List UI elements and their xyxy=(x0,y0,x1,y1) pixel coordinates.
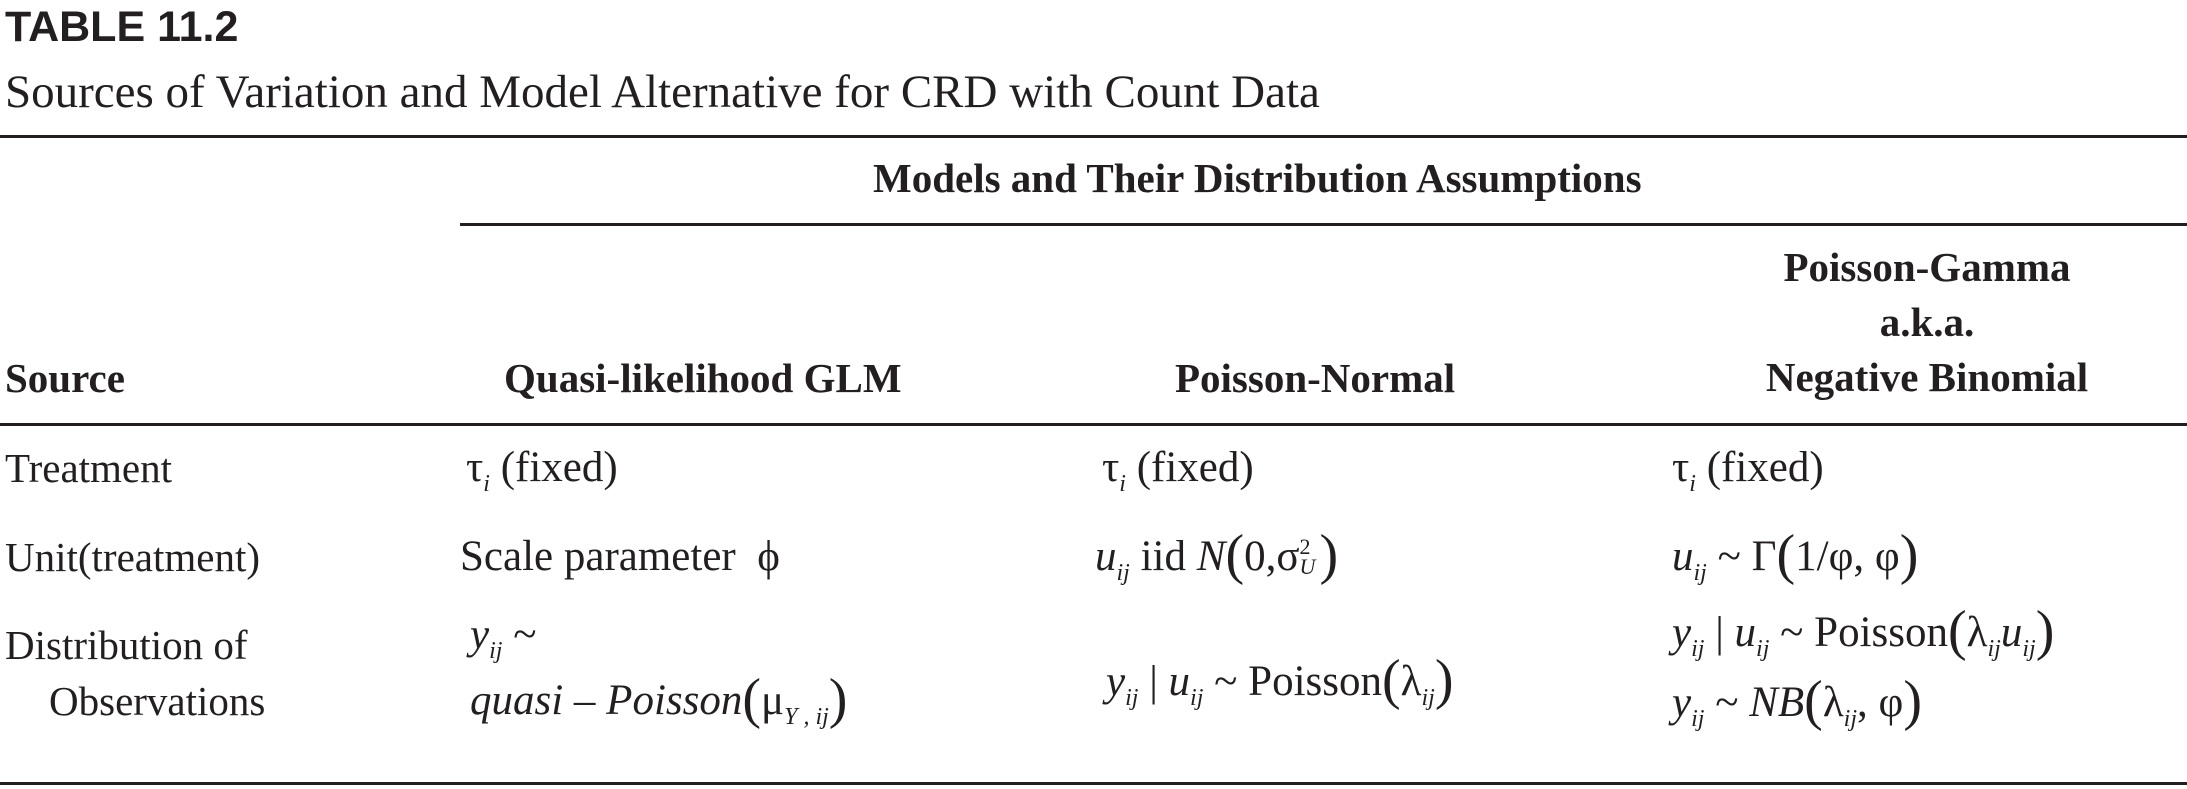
column-header-poisson-gamma-line2: a.k.a. xyxy=(1879,299,1975,345)
scale-parameter-label: Scale parameter xyxy=(460,533,736,580)
row-unit-source: Unit(treatment) xyxy=(5,534,261,580)
iid-label: iid xyxy=(1140,533,1186,580)
row-unit-poisson-gamma: uij ~ Γ(1/φ, φ) xyxy=(1672,524,1919,586)
top-rule xyxy=(0,135,2187,138)
tau-symbol: τ xyxy=(1672,444,1690,491)
column-header-quasi: Quasi-likelihood GLM xyxy=(504,355,902,401)
quasi-poisson-label: quasi – Poisson xyxy=(470,677,743,724)
row-unit-quasi: Scale parameter ϕ xyxy=(460,527,780,587)
poisson-gamma-line1: yij | uij ~ Poisson(λijuij) xyxy=(1672,600,2055,662)
row-treatment-poisson-normal: τi (fixed) xyxy=(1102,444,1254,497)
sigma-symbol: σ xyxy=(1276,533,1300,580)
row-distribution-source-line2: Observations xyxy=(49,678,266,724)
quasi-line1: yij ~ xyxy=(470,611,537,664)
tilde-symbol: ~ xyxy=(513,611,537,658)
column-header-poisson-gamma-line1: Poisson-Gamma xyxy=(1783,244,2071,290)
bottom-rule xyxy=(0,782,2187,785)
fixed-label: (fixed) xyxy=(1136,444,1254,491)
column-header-source: Source xyxy=(5,355,125,401)
row-treatment-quasi: τi (fixed) xyxy=(466,444,618,497)
poisson-label: Poisson xyxy=(1814,609,1948,656)
tau-symbol: τ xyxy=(466,444,484,491)
column-header-poisson-normal: Poisson-Normal xyxy=(1175,355,1456,401)
row-distribution-poisson-gamma: yij | uij ~ Poisson(λijuij) yij ~ NB(λij… xyxy=(1672,603,2054,733)
row-unit-poisson-normal: uij iid N(0,σ 2 U) xyxy=(1095,524,1339,586)
row-distribution-quasi: yij ~ quasi – Poisson(μY , ij) xyxy=(470,605,847,731)
table-title: Sources of Variation and Model Alternati… xyxy=(5,66,1320,118)
table-number: TABLE 11.2 xyxy=(5,3,239,51)
zero-label: 0, xyxy=(1244,533,1277,580)
normal-dist-symbol: N xyxy=(1196,533,1226,580)
group-header: Models and Their Distribution Assumption… xyxy=(873,155,1642,201)
quasi-line2: quasi – Poisson(μY , ij) xyxy=(470,668,848,730)
poisson-label: Poisson xyxy=(1248,658,1382,705)
row-distribution-source: Distribution of Observations xyxy=(5,617,265,729)
fixed-label: (fixed) xyxy=(500,444,618,491)
phi-symbol: ϕ xyxy=(746,533,780,580)
group-header-rule xyxy=(460,223,2187,226)
row-distribution-poisson-normal: yij | uij ~ Poisson(λij) xyxy=(1106,649,1454,711)
row-treatment-source: Treatment xyxy=(5,445,173,491)
tau-symbol: τ xyxy=(1102,444,1120,491)
row-distribution-source-line1: Distribution of xyxy=(5,622,248,668)
column-header-poisson-gamma: Poisson-Gamma a.k.a. Negative Binomial xyxy=(1702,240,2152,405)
column-header-poisson-gamma-line3: Negative Binomial xyxy=(1765,354,2089,400)
header-rule xyxy=(0,423,2187,426)
nb-label: NB xyxy=(1749,679,1805,726)
poisson-gamma-line2: yij ~ NB(λij, φ) xyxy=(1672,670,1922,732)
fixed-label: (fixed) xyxy=(1706,444,1824,491)
row-treatment-poisson-gamma: τi (fixed) xyxy=(1672,444,1824,497)
